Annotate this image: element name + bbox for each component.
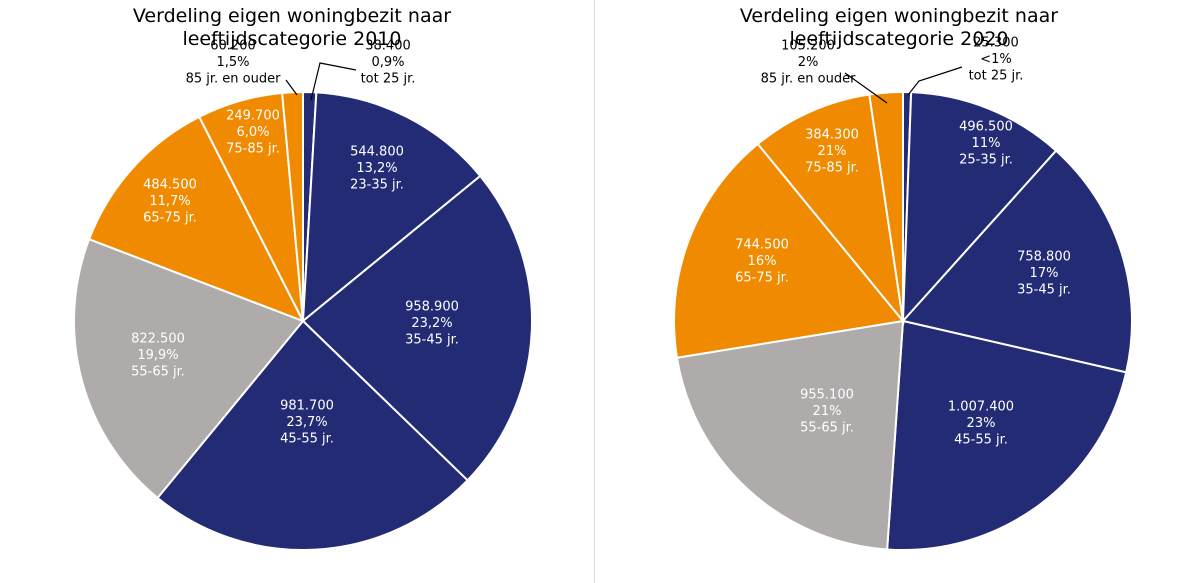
pie-slice-85-jr-en-ouder xyxy=(868,90,904,322)
pie-slice-65-75-jr xyxy=(673,142,905,359)
data-label-85-jr-en-ouder: 60.200 1,5% 85 jr. en ouder xyxy=(186,39,282,87)
data-label-65-75-jr: 484.500 11,7% 65-75 jr. xyxy=(143,178,197,226)
data-label-45-55-jr: 1.007.400 23% 45-55 jr. xyxy=(948,400,1014,448)
data-label-45-55-jr: 981.700 23,7% 45-55 jr. xyxy=(280,399,334,447)
data-label-75-85-jr: 384.300 21% 75-85 jr. xyxy=(805,128,859,176)
pie-slice-55-65-jr xyxy=(675,319,905,551)
chart-title-line-2: leeftijdscategorie 2020 xyxy=(789,28,1008,50)
pie-slice-25-35-jr xyxy=(901,91,1058,324)
chart-title-line-1: Verdeling eigen woningbezit naar xyxy=(740,5,1058,27)
data-label-tot-25-jr: 25.300 <1% tot 25 jr. xyxy=(969,36,1024,84)
data-label-65-75-jr: 744.500 16% 65-75 jr. xyxy=(735,238,789,286)
data-label-85-jr-en-ouder: 105.200 2% 85 jr. en ouder xyxy=(761,39,857,87)
leader-line-85-jr-en-ouder xyxy=(285,79,298,96)
data-label-25-35-jr: 496.500 11% 25-35 jr. xyxy=(959,120,1013,168)
pie-slice-45-55-jr xyxy=(886,319,1128,551)
chart-title-line-1: Verdeling eigen woningbezit naar xyxy=(133,5,451,27)
chart-title-line-2: leeftijdscategorie 2010 xyxy=(182,28,401,50)
pie-slice-35-45-jr xyxy=(901,149,1133,374)
pie-slice-65-75-jr xyxy=(87,115,306,323)
data-label-23-35-jr: 544.800 13,2% 23-35 jr. xyxy=(350,145,404,193)
pie-slice-23-35-jr xyxy=(301,91,482,324)
pie-slice-55-65-jr xyxy=(73,237,305,500)
pie-chart-2010-svg: Verdeling eigen woningbezit naar leeftij… xyxy=(73,5,533,552)
data-label-55-65-jr: 955.100 21% 55-65 jr. xyxy=(800,388,854,436)
pie-data-labels: 38.400 0,9% tot 25 jr. 544.800 13,2% 23-35 jr… xyxy=(131,39,459,447)
data-label-tot-25-jr: 38.400 0,9% tot 25 jr. xyxy=(361,39,416,87)
data-label-35-45-jr: 758.800 17% 35-45 jr. xyxy=(1017,250,1071,298)
pie-slices xyxy=(673,90,1133,551)
pie-chart-2010: Verdeling eigen woningbezit naar leeftij… xyxy=(0,0,594,583)
data-label-35-45-jr: 958.900 23,2% 35-45 jr. xyxy=(405,300,459,348)
pie-data-labels: 25.300 <1% tot 25 jr. 496.500 11% 25-35 jr. 75… xyxy=(735,36,1071,448)
panel-divider xyxy=(594,0,595,583)
leader-line-tot-25-jr xyxy=(907,66,963,96)
pie-slice-75-85-jr xyxy=(756,93,905,325)
pie-slices xyxy=(73,90,533,552)
data-label-55-65-jr: 822.500 19,9% 55-65 jr. xyxy=(131,332,185,380)
pie-chart-2020-svg: Verdeling eigen woningbezit naar leeftij… xyxy=(673,5,1133,551)
leader-line-tot-25-jr xyxy=(310,62,357,101)
leader-line-85-jr-en-ouder xyxy=(844,72,888,104)
data-label-75-85-jr: 249.700 6,0% 75-85 jr. xyxy=(226,109,280,157)
pie-slice-85-jr-en-ouder xyxy=(281,90,304,322)
pie-slice-45-55-jr xyxy=(156,319,469,552)
pie-chart-2020: Verdeling eigen woningbezit naar leeftij… xyxy=(595,0,1189,583)
pie-slice-35-45-jr xyxy=(301,174,533,482)
